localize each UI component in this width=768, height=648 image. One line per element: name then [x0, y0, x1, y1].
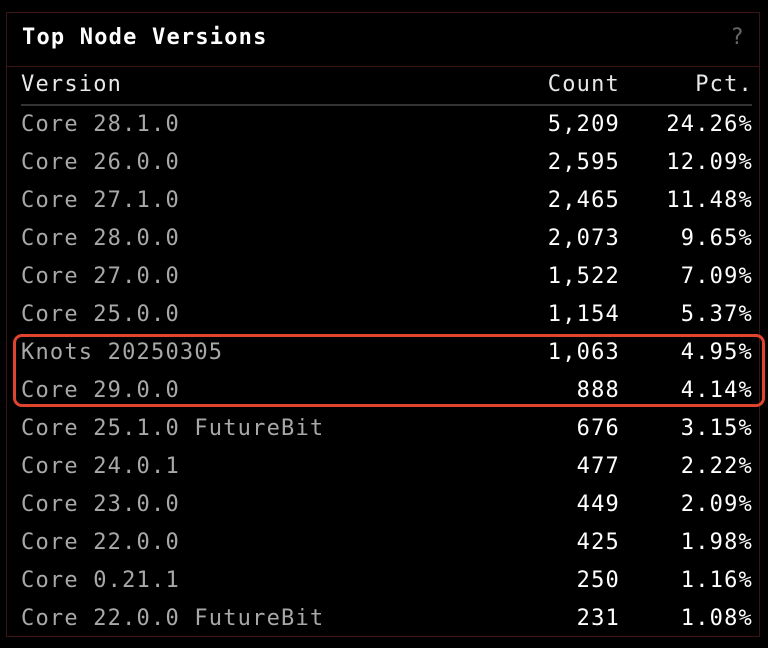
- table-row: Core 22.0.0 425 1.98%: [21, 524, 752, 562]
- count-cell: 676: [576, 416, 620, 441]
- table-row: Core 23.0.0 449 2.09%: [21, 486, 752, 524]
- pct-cell: 1.16%: [680, 568, 753, 593]
- table-row: Core 25.0.0 1,154 5.37%: [21, 296, 752, 334]
- panel-header: Top Node Versions ?: [7, 13, 759, 67]
- column-header-count[interactable]: Count: [547, 72, 620, 97]
- version-cell: Core 26.0.0: [21, 150, 180, 175]
- count-cell: 449: [576, 492, 620, 517]
- version-cell: Core 28.0.0: [21, 226, 180, 251]
- table-row: Core 28.1.0 5,209 24.26%: [21, 106, 752, 144]
- pct-cell: 11.48%: [666, 188, 753, 213]
- pct-cell: 4.95%: [680, 340, 753, 365]
- top-node-versions-panel: Top Node Versions ?: [6, 12, 760, 637]
- count-cell: 5,209: [547, 112, 620, 137]
- version-cell: Core 29.0.0: [21, 378, 180, 403]
- version-cell: Knots 20250305: [21, 340, 224, 365]
- pct-cell: 1.08%: [680, 606, 753, 631]
- count-cell: 250: [576, 568, 620, 593]
- table-row: Core 25.1.0 FutureBit 676 3.15%: [21, 410, 752, 448]
- pct-cell: 24.26%: [666, 112, 753, 137]
- count-cell: 2,595: [547, 150, 620, 175]
- table-row: Core 26.0.0 2,595 12.09%: [21, 144, 752, 182]
- version-cell: Core 25.1.0 FutureBit: [21, 416, 325, 441]
- version-cell: Core 28.1.0: [21, 112, 180, 137]
- version-cell: Core 27.1.0: [21, 188, 180, 213]
- pct-cell: 7.09%: [680, 264, 753, 289]
- count-cell: 2,465: [547, 188, 620, 213]
- table-row: Core 0.21.1 250 1.16%: [21, 562, 752, 600]
- count-cell: 231: [576, 606, 620, 631]
- count-cell: 425: [576, 530, 620, 555]
- highlight-box: [13, 334, 765, 407]
- table-row: Core 24.0.1 477 2.22%: [21, 448, 752, 486]
- pct-cell: 9.65%: [680, 226, 753, 251]
- count-cell: 477: [576, 454, 620, 479]
- version-cell: Core 0.21.1: [21, 568, 180, 593]
- pct-cell: 2.09%: [680, 492, 753, 517]
- pct-cell: 3.15%: [680, 416, 753, 441]
- version-cell: Core 22.0.0: [21, 530, 180, 555]
- count-cell: 1,522: [547, 264, 620, 289]
- panel-title: Top Node Versions: [22, 25, 268, 50]
- help-icon[interactable]: ?: [730, 25, 745, 50]
- version-cell: Core 27.0.0: [21, 264, 180, 289]
- table-header: Version Count Pct.: [21, 66, 752, 106]
- pct-cell: 4.14%: [680, 378, 753, 403]
- version-cell: Core 24.0.1: [21, 454, 180, 479]
- table-row: Core 28.0.0 2,073 9.65%: [21, 220, 752, 258]
- table-row: Core 22.0.0 FutureBit 231 1.08%: [21, 600, 752, 638]
- version-cell: Core 25.0.0: [21, 302, 180, 327]
- version-cell: Core 23.0.0: [21, 492, 180, 517]
- version-cell: Core 22.0.0 FutureBit: [21, 606, 325, 631]
- table-row: Core 27.1.0 2,465 11.48%: [21, 182, 752, 220]
- table-row: Core 29.0.0 888 4.14%: [21, 372, 752, 410]
- table-row: Knots 20250305 1,063 4.95%: [21, 334, 752, 372]
- table-row: Core 27.0.0 1,522 7.09%: [21, 258, 752, 296]
- pct-cell: 5.37%: [680, 302, 753, 327]
- pct-cell: 2.22%: [680, 454, 753, 479]
- pct-cell: 1.98%: [680, 530, 753, 555]
- pct-cell: 12.09%: [666, 150, 753, 175]
- count-cell: 1,154: [547, 302, 620, 327]
- count-cell: 2,073: [547, 226, 620, 251]
- count-cell: 1,063: [547, 340, 620, 365]
- column-header-version[interactable]: Version: [21, 72, 123, 97]
- column-header-pct[interactable]: Pct.: [695, 72, 753, 97]
- count-cell: 888: [576, 378, 620, 403]
